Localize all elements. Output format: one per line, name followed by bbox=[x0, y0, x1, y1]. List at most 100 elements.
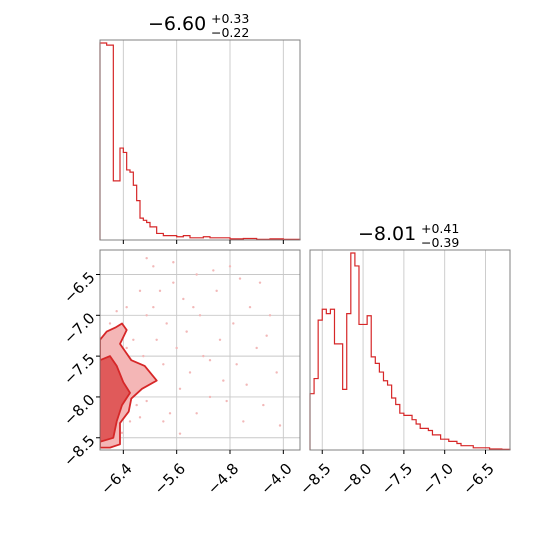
scatter-points bbox=[102, 256, 282, 444]
scatter-y-tick-label-4: −8.5 bbox=[60, 432, 98, 470]
histogram-1-title-value: −6.60 bbox=[148, 13, 206, 35]
scatter-point-40 bbox=[268, 314, 272, 317]
scatter-point-22 bbox=[178, 387, 182, 390]
scatter-point-27 bbox=[198, 314, 202, 317]
scatter-point-34 bbox=[232, 322, 235, 325]
scatter-point-53 bbox=[145, 399, 148, 403]
histogram-2-frame bbox=[309, 249, 511, 451]
histogram-2-title-value: −8.01 bbox=[358, 223, 416, 245]
scatter-point-28 bbox=[202, 354, 205, 358]
scatter-point-51 bbox=[128, 420, 132, 423]
histogram-1-title: −6.60 bbox=[148, 13, 206, 35]
scatter-x-tick-label-1: −5.6 bbox=[151, 460, 189, 498]
scatter-point-70 bbox=[120, 431, 124, 435]
scatter-point-66 bbox=[258, 281, 262, 284]
histogram-2-step-line bbox=[309, 252, 511, 450]
histogram-x-tick-label-3: −7.0 bbox=[419, 460, 457, 498]
scatter-gridlines bbox=[100, 250, 300, 450]
scatter-tick-marks bbox=[96, 273, 284, 454]
scatter-point-7 bbox=[125, 346, 128, 350]
scatter-point-11 bbox=[142, 354, 145, 358]
histogram-1-title-lower-error: −0.22 bbox=[211, 25, 249, 40]
scatter-contour-panel: −6.4 −5.6 −4.8 −4.0 −6.5−7.0−7.5−8.0−8.5 bbox=[60, 249, 301, 498]
scatter-point-56 bbox=[195, 412, 198, 415]
scatter-point-18 bbox=[165, 322, 168, 325]
histogram-2-title: −8.01 bbox=[358, 223, 416, 245]
scatter-point-63 bbox=[192, 305, 195, 309]
scatter-plot-area bbox=[100, 256, 282, 449]
histogram-x-tick-label-4: −6.5 bbox=[459, 460, 497, 498]
scatter-point-64 bbox=[212, 269, 215, 272]
scatter-point-33 bbox=[228, 265, 232, 268]
scatter-y-tick-label-1: −7.0 bbox=[60, 309, 98, 347]
scatter-x-tick-label-3: −4.0 bbox=[257, 460, 295, 498]
scatter-point-35 bbox=[235, 363, 238, 366]
scatter-point-65 bbox=[238, 277, 242, 280]
scatter-point-23 bbox=[182, 297, 185, 301]
scatter-point-38 bbox=[255, 346, 258, 350]
scatter-point-41 bbox=[275, 371, 278, 374]
scatter-point-26 bbox=[195, 273, 198, 276]
scatter-point-12 bbox=[145, 314, 148, 317]
histogram-2-title-lower-error: −0.39 bbox=[421, 235, 459, 250]
scatter-x-tick-label-2: −4.8 bbox=[204, 460, 242, 498]
scatter-point-19 bbox=[168, 412, 172, 415]
scatter-point-31 bbox=[218, 338, 222, 341]
histogram-2-gridlines bbox=[321, 250, 486, 450]
density-contours bbox=[100, 322, 158, 449]
scatter-point-55 bbox=[178, 432, 182, 435]
scatter-point-42 bbox=[138, 289, 142, 293]
scatter-y-tick-label-0: −6.5 bbox=[60, 268, 98, 306]
scatter-x-tick-labels: −6.4 −5.6 −4.8 −4.0 bbox=[97, 460, 295, 498]
histogram-x-tick-label-1: −8.0 bbox=[337, 460, 375, 498]
scatter-point-57 bbox=[208, 359, 212, 362]
scatter-point-36 bbox=[242, 420, 245, 423]
scatter-point-25 bbox=[188, 371, 192, 374]
scatter-y-tick-labels: −6.5−7.0−7.5−8.0−8.5 bbox=[60, 268, 98, 470]
contour-inner bbox=[100, 355, 131, 443]
scatter-y-tick-label-2: −7.5 bbox=[60, 350, 98, 388]
scatter-point-21 bbox=[175, 346, 178, 350]
scatter-point-14 bbox=[152, 305, 155, 309]
histogram-1-tick-marks bbox=[122, 240, 284, 244]
scatter-point-60 bbox=[265, 334, 268, 337]
histogram-2-tick-marks bbox=[321, 450, 487, 454]
histogram-panel-param-2: −8.5 −8.0 −7.5 −7.0 −6.5 −8.01 +0.41 −0.39 bbox=[296, 221, 511, 498]
scatter-point-10 bbox=[135, 403, 138, 407]
scatter-point-24 bbox=[185, 330, 188, 333]
scatter-point-15 bbox=[155, 338, 158, 341]
histogram-2-title-upper-error: +0.41 bbox=[421, 221, 459, 236]
scatter-x-tick-label-0: −6.4 bbox=[97, 460, 135, 498]
scatter-point-17 bbox=[162, 363, 165, 366]
scatter-point-62 bbox=[172, 261, 175, 264]
histogram-x-tick-label-0: −8.5 bbox=[296, 460, 334, 498]
histogram-1-frame bbox=[99, 39, 301, 241]
scatter-point-58 bbox=[225, 399, 228, 403]
scatter-point-59 bbox=[245, 383, 248, 386]
histogram-panel-param-1: −6.60 +0.33 −0.22 bbox=[99, 11, 301, 244]
scatter-point-54 bbox=[162, 420, 165, 423]
scatter-point-30 bbox=[215, 289, 218, 293]
scatter-point-46 bbox=[115, 310, 118, 313]
histogram-1-gridlines bbox=[122, 40, 284, 240]
scatter-point-32 bbox=[222, 379, 225, 382]
scatter-y-tick-label-3: −8.0 bbox=[60, 391, 98, 429]
scatter-point-43 bbox=[145, 256, 148, 260]
scatter-point-52 bbox=[138, 416, 142, 419]
histogram-2-x-tick-labels: −8.5 −8.0 −7.5 −7.0 −6.5 bbox=[296, 460, 498, 498]
histogram-1-title-upper-error: +0.33 bbox=[211, 11, 249, 26]
scatter-point-47 bbox=[108, 322, 112, 325]
histogram-1-step-line bbox=[99, 42, 301, 240]
scatter-point-44 bbox=[152, 265, 155, 268]
scatter-point-39 bbox=[262, 403, 265, 407]
scatter-point-45 bbox=[125, 305, 128, 309]
scatter-point-9 bbox=[132, 338, 135, 341]
scatter-point-20 bbox=[172, 281, 175, 284]
scatter-point-29 bbox=[208, 395, 212, 399]
scatter-point-37 bbox=[248, 305, 252, 309]
histogram-x-tick-label-2: −7.5 bbox=[378, 460, 416, 498]
scatter-frame bbox=[99, 249, 301, 451]
scatter-point-61 bbox=[278, 424, 282, 427]
scatter-point-16 bbox=[158, 289, 162, 293]
